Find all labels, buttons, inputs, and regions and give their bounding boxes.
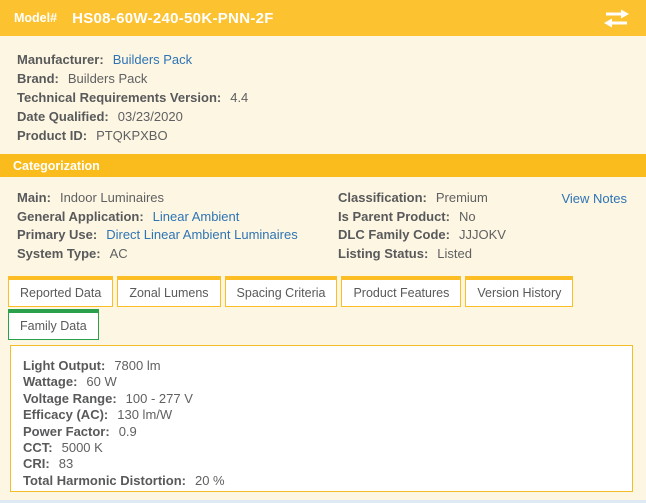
- cat-row-main: Main: Indoor Luminaires: [17, 189, 298, 208]
- field-label: Voltage Range:: [23, 390, 117, 406]
- field-value: Premium: [435, 190, 488, 205]
- field-label: Primary Use:: [17, 227, 98, 242]
- field-value: 4.4: [230, 90, 249, 105]
- model-number: HS08-60W-240-50K-PNN-2F: [72, 9, 274, 27]
- field-label: Is Parent Product:: [338, 208, 450, 224]
- field-label: Light Output:: [23, 358, 106, 373]
- tab-bar: Reported Data Zonal Lumens Spacing Crite…: [8, 276, 574, 307]
- field-label: CRI:: [23, 456, 50, 472]
- categorization-left-column: Main: Indoor Luminaires General Applicati…: [17, 189, 298, 263]
- field-value: Builders Pack: [67, 71, 148, 86]
- field-value: 60 W: [86, 374, 117, 390]
- data-row-thd: Total Harmonic Distortion: 20 %: [23, 473, 620, 489]
- field-label: General Application:: [17, 208, 144, 224]
- field-value: 7800 lm: [114, 358, 161, 373]
- field-label: DLC Family Code:: [338, 227, 450, 242]
- field-label: Product ID:: [17, 128, 88, 143]
- cat-row-listing-status: Listing Status: Listed: [338, 245, 506, 264]
- field-value: No: [458, 208, 476, 224]
- field-label: Technical Requirements Version:: [17, 90, 222, 105]
- product-info-section: Manufacturer: Builders Pack Brand: Builder…: [17, 50, 248, 145]
- cat-row-general-application: General Application: Linear Ambient: [17, 208, 298, 227]
- field-value: 03/23/2020: [117, 109, 183, 124]
- cat-row-system-type: System Type: AC: [17, 245, 298, 264]
- tab-bar-row-2: Family Data: [8, 309, 99, 340]
- field-value: 130 lm/W: [117, 407, 173, 423]
- tab-family-data[interactable]: Family Data: [8, 309, 99, 340]
- categorization-right-column: Classification: Premium Is Parent Product…: [338, 189, 506, 263]
- manufacturer-link[interactable]: Builders Pack: [112, 52, 193, 67]
- data-row-power-factor: Power Factor: 0.9: [23, 424, 620, 440]
- data-row-cct: CCT: 5000 K: [23, 440, 620, 456]
- data-row-efficacy: Efficacy (AC): 130 lm/W: [23, 407, 620, 423]
- model-label: Model#: [14, 11, 58, 25]
- cat-row-dlc-family-code: DLC Family Code: JJJOKV: [338, 226, 506, 245]
- info-row-product-id: Product ID: PTQKPXBO: [17, 126, 248, 145]
- cat-row-classification: Classification: Premium: [338, 189, 506, 208]
- field-label: Classification:: [338, 190, 427, 205]
- model-header-bar: Model# HS08-60W-240-50K-PNN-2F: [0, 0, 646, 36]
- field-label: CCT:: [23, 440, 53, 456]
- tab-reported-data[interactable]: Reported Data: [8, 276, 114, 307]
- field-value: JJJOKV: [458, 227, 506, 242]
- primary-use-link[interactable]: Direct Linear Ambient Luminaires: [106, 227, 298, 242]
- general-application-link[interactable]: Linear Ambient: [152, 208, 240, 224]
- field-label: Listing Status:: [338, 245, 429, 261]
- field-value: 83: [58, 456, 74, 472]
- field-value: 0.9: [118, 423, 137, 439]
- data-row-light-output: Light Output: 7800 lm: [23, 358, 620, 374]
- field-value: AC: [109, 245, 128, 261]
- field-value: 5000 K: [61, 440, 103, 456]
- field-label: Power Factor:: [23, 423, 110, 439]
- field-label: Total Harmonic Distortion:: [23, 472, 186, 488]
- categorization-title: Categorization: [13, 158, 100, 173]
- field-value: Listed: [437, 245, 472, 261]
- categorization-header-bar: Categorization: [0, 154, 646, 177]
- info-row-date-qualified: Date Qualified: 03/23/2020: [17, 107, 248, 126]
- field-value: Indoor Luminaires: [59, 190, 165, 205]
- field-label: Wattage:: [23, 374, 78, 390]
- swap-horizontal-icon: [603, 9, 630, 28]
- page-bottom-edge: [0, 500, 646, 503]
- field-label: System Type:: [17, 245, 101, 261]
- tab-version-history[interactable]: Version History: [465, 276, 574, 307]
- reported-data-panel: Light Output: 7800 lm Wattage: 60 W Voltag…: [10, 345, 633, 492]
- tab-product-features[interactable]: Product Features: [341, 276, 462, 307]
- field-label: Date Qualified:: [17, 109, 109, 124]
- data-row-wattage: Wattage: 60 W: [23, 374, 620, 390]
- data-row-cri: CRI: 83: [23, 456, 620, 472]
- field-value: 20 %: [194, 472, 225, 488]
- info-row-manufacturer: Manufacturer: Builders Pack: [17, 50, 248, 69]
- field-label: Efficacy (AC):: [23, 407, 109, 423]
- cat-row-primary-use: Primary Use: Direct Linear Ambient Lumina…: [17, 226, 298, 245]
- field-value: 100 - 277 V: [125, 390, 193, 406]
- compare-swap-button[interactable]: [601, 7, 632, 30]
- info-row-brand: Brand: Builders Pack: [17, 69, 248, 88]
- field-label: Brand:: [17, 71, 59, 86]
- field-value: PTQKPXBO: [96, 128, 168, 143]
- field-label: Manufacturer:: [17, 52, 104, 67]
- view-notes-link[interactable]: View Notes: [561, 191, 627, 206]
- field-label: Main:: [17, 190, 51, 205]
- data-row-voltage-range: Voltage Range: 100 - 277 V: [23, 391, 620, 407]
- info-row-tech-req-version: Technical Requirements Version: 4.4: [17, 88, 248, 107]
- cat-row-is-parent-product: Is Parent Product: No: [338, 208, 506, 227]
- tab-zonal-lumens[interactable]: Zonal Lumens: [117, 276, 221, 307]
- tab-spacing-criteria[interactable]: Spacing Criteria: [224, 276, 338, 307]
